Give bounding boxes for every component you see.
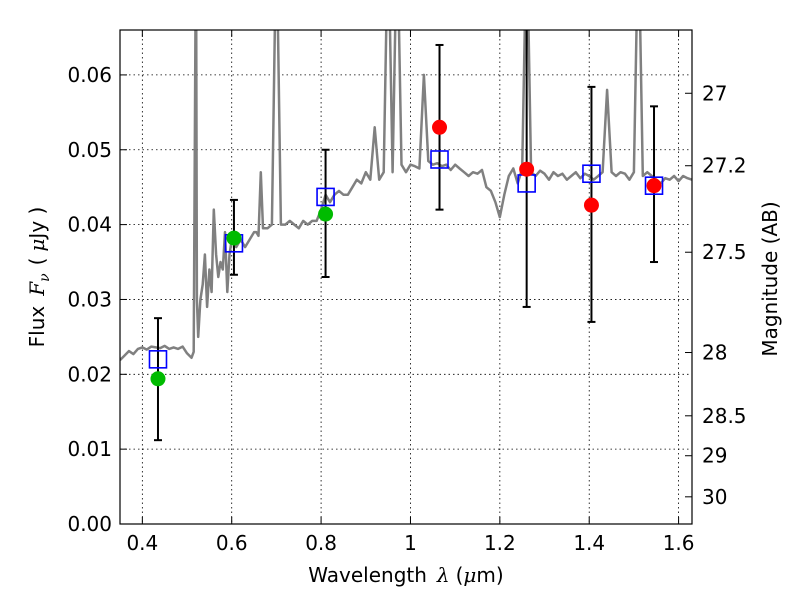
y-tick-label: 0.06 — [67, 63, 112, 87]
x-tick-label: 1 — [404, 531, 417, 555]
y2-tick-label: 27.5 — [702, 240, 747, 264]
observed-optical-point — [150, 371, 166, 387]
model-photometry-square — [316, 187, 335, 207]
axis-ticks — [120, 30, 692, 525]
y2-tick-label: 28 — [702, 341, 727, 365]
tick-labels: 0.4 0.6 0.8 1 1.2 1.4 1.6 0.00 0.01 0.02 0.03 0.04 0… — [67, 63, 746, 555]
plot-frame — [119, 29, 693, 525]
error-bars — [153, 30, 659, 442]
y-axis-title: FluxFν(μJy ) — [25, 207, 53, 348]
x-tick-label: 0.4 — [126, 531, 158, 555]
x-axis-title: Wavelength λ (μm) — [308, 563, 503, 587]
x-tick-label: 1.2 — [484, 531, 516, 555]
y2-tick-label: 30 — [702, 485, 727, 509]
x-tick-label: 0.6 — [216, 531, 248, 555]
observed-nir-point — [519, 161, 535, 177]
model-photometry-square — [644, 176, 664, 195]
model-spectrum-layer — [120, 30, 692, 361]
y-tick-label: 0.01 — [67, 437, 112, 461]
observed-optical-point — [318, 206, 334, 222]
y2-tick-label: 27.2 — [702, 154, 747, 178]
observed-nir-point — [646, 178, 662, 194]
model-spectrum-line — [120, 30, 692, 361]
y-tick-label: 0.03 — [67, 287, 112, 311]
y-tick-label: 0.00 — [67, 512, 112, 536]
model-photometry-square — [148, 350, 168, 369]
y2-tick-label: 29 — [702, 444, 727, 468]
observed-nir-point — [583, 197, 599, 213]
y2-tick-label: 28.5 — [702, 404, 747, 428]
y-tick-label: 0.02 — [67, 362, 112, 386]
y-tick-label: 0.05 — [67, 138, 112, 162]
x-tick-label: 1.6 — [663, 531, 695, 555]
y-tick-label: 0.04 — [67, 213, 112, 237]
x-tick-label: 0.8 — [305, 531, 337, 555]
observed-optical-point — [226, 230, 242, 246]
model-photometry-square — [430, 150, 449, 169]
observed-nir-point — [432, 119, 448, 135]
y2-axis-title: Magnitude (AB) — [758, 201, 782, 356]
observed-photometry-markers — [150, 119, 662, 387]
y2-tick-label: 27 — [702, 81, 727, 105]
x-tick-label: 1.4 — [573, 531, 605, 555]
model-photometry-square — [582, 164, 601, 184]
